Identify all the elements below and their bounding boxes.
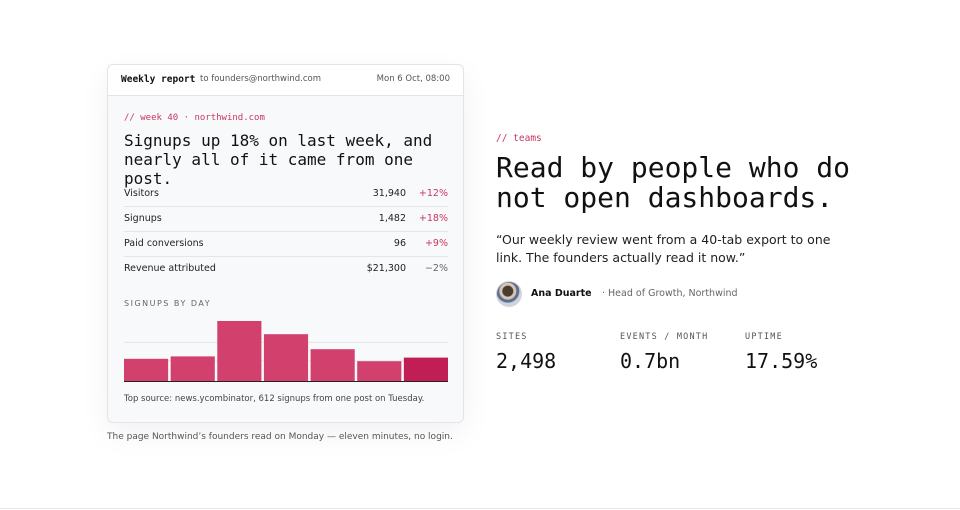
stat-label: UPTIME [745, 332, 783, 342]
avatar [496, 281, 522, 307]
chart-bar [263, 334, 309, 381]
testimonial-quote: “Our weekly review went from a 40-tab ex… [496, 232, 831, 265]
chart-label: SIGNUPS BY DAY [124, 299, 212, 308]
metric-row: Revenue attributed $21,300 −2% [124, 257, 448, 282]
metric-delta: +9% [424, 238, 448, 249]
metric-label: Visitors [124, 188, 159, 199]
stat-events: EVENTS / MONTH 0.7bn [620, 332, 708, 373]
chart-bar [357, 361, 402, 381]
section-headline: Read by people who do not open dashboard… [496, 151, 851, 214]
weekly-report-card: Weekly report to founders@northwind.com … [107, 64, 464, 423]
metric-value: $21,300 [366, 263, 406, 274]
metric-row: Visitors 31,940 +12% [124, 182, 448, 207]
signups-by-day-chart [124, 318, 448, 382]
chart-bar [124, 358, 169, 381]
report-footnote: Top source: news.ycombinator, 612 signup… [124, 394, 425, 404]
metric-row: Paid conversions 96 +9% [124, 232, 448, 257]
chart-bar [310, 349, 355, 381]
section-tag: // teams [496, 133, 542, 144]
report-headline: Signups up 18% on last week, and nearly … [124, 131, 433, 188]
stat-label: SITES [496, 332, 528, 342]
metrics-table: Visitors 31,940 +12% Signups 1,482 +18% … [124, 182, 448, 282]
stat-label: EVENTS / MONTH [620, 332, 709, 342]
bottom-divider [0, 508, 960, 509]
report-header: Weekly report to founders@northwind.com … [108, 65, 463, 96]
chart-bar [170, 356, 215, 381]
report-tag: // week 40 · northwind.com [124, 113, 265, 123]
metric-value: 31,940 [372, 188, 406, 199]
author-role: · Head of Growth, Northwind [602, 288, 738, 299]
report-recipient: to founders@northwind.com [200, 74, 322, 84]
report-date: Mon 6 Oct, 08:00 [376, 74, 450, 84]
metric-delta: −2% [424, 263, 448, 274]
stat-value: 0.7bn [620, 349, 681, 373]
metric-label: Signups [124, 213, 162, 224]
stat-value: 2,498 [496, 349, 557, 373]
metric-row: Signups 1,482 +18% [124, 207, 448, 232]
chart-bar [217, 321, 262, 381]
metric-value: 1,482 [378, 213, 406, 224]
metric-label: Revenue attributed [124, 263, 216, 274]
stat-uptime: UPTIME 17.59% [745, 332, 817, 373]
report-title: Weekly report [121, 74, 196, 85]
stat-value: 17.59% [745, 349, 818, 373]
metric-value: 96 [393, 238, 406, 249]
metric-label: Paid conversions [124, 238, 204, 249]
chart-bar [403, 357, 448, 381]
author-name: Ana Duarte [531, 288, 592, 299]
metric-delta: +18% [418, 213, 448, 224]
card-caption: The page Northwind’s founders read on Mo… [107, 432, 453, 442]
stat-sites: SITES 2,498 [496, 332, 556, 373]
bar-chart-svg [124, 321, 448, 382]
metric-delta: +12% [418, 188, 448, 199]
